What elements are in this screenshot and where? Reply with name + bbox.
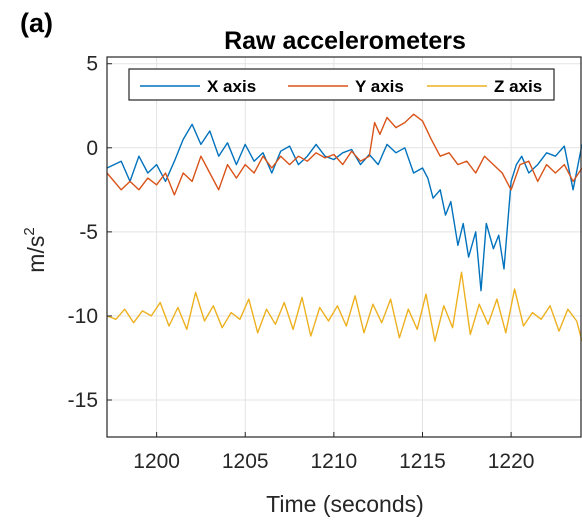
svg-text:m/s2: m/s2 [21, 227, 49, 272]
plot-area-frame [107, 57, 581, 437]
y-tick-label: -5 [79, 221, 98, 244]
y-axis-label-superscript: 2 [21, 227, 38, 235]
legend: X axis Y axis Z axis [129, 69, 554, 100]
legend-label: X axis [207, 77, 256, 96]
panel-label: (a) [20, 8, 53, 38]
gridlines [107, 57, 582, 437]
legend-box [129, 69, 554, 100]
y-axis-label-group: m/s2 [21, 227, 49, 272]
x-tick-label: 1200 [133, 450, 180, 473]
x-tick-label: 1210 [311, 450, 358, 473]
chart-title: Raw accelerometers [224, 27, 466, 55]
x-tick-label: 1215 [399, 450, 446, 473]
y-tick-label: -10 [68, 305, 98, 328]
x-tick-label: 1220 [488, 450, 535, 473]
legend-label: Y axis [355, 77, 404, 96]
x-axis-label: Time (seconds) [266, 491, 424, 517]
y-tick-label: 0 [86, 137, 98, 160]
y-tick-label: 5 [86, 53, 98, 76]
x-tick-label: 1205 [222, 450, 269, 473]
y-tick-label: -15 [68, 389, 98, 412]
legend-label: Z axis [494, 77, 542, 96]
axis-ticks: 1200 1205 1210 1215 1220 5 0 -5 -10 -15 [68, 53, 535, 473]
y-axis-label: m/s [23, 236, 49, 273]
